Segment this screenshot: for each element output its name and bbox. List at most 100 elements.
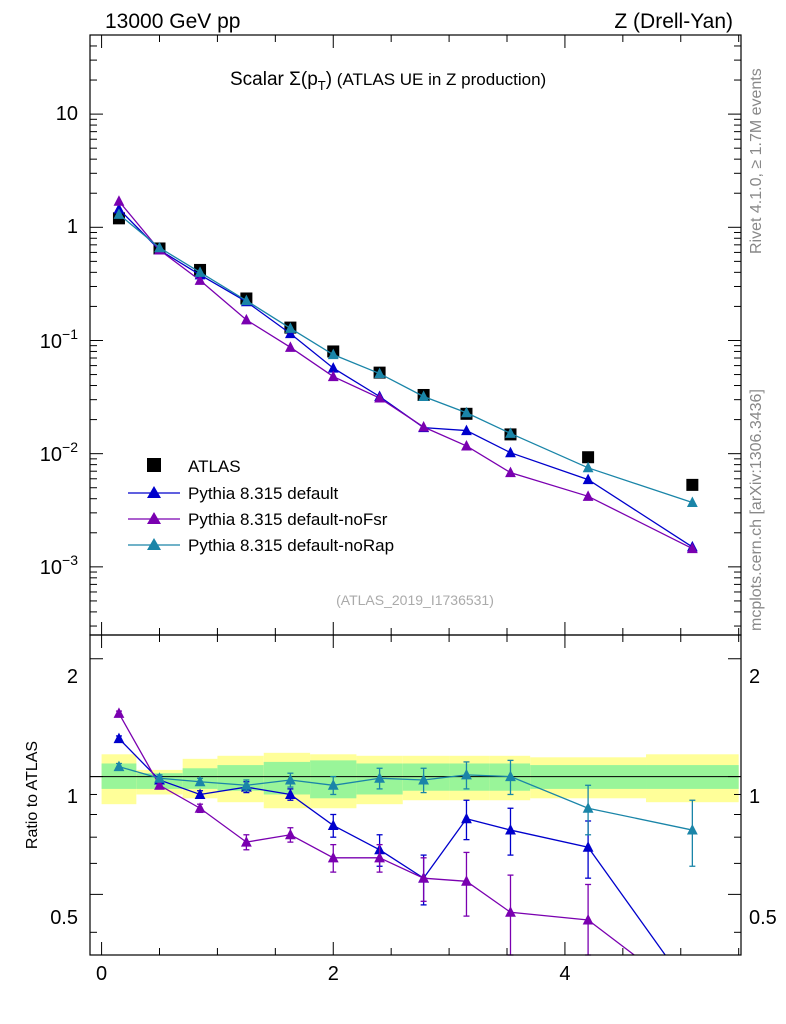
series-3-point: [418, 390, 430, 401]
series-2-ratio-point: [505, 906, 516, 917]
legend-marker-norap: [147, 538, 161, 550]
series-2-point: [113, 195, 125, 206]
legend-label-norap: Pythia 8.315 default-noRap: [188, 536, 394, 555]
chart-title-sigma: Σ(p: [289, 69, 318, 90]
series-1-ratio-point: [461, 812, 472, 824]
series-2-point: [240, 313, 252, 325]
series-3-ratio-point: [461, 768, 472, 780]
series-3-ratio-point: [686, 824, 698, 835]
series-2-ratio-point: [194, 802, 206, 813]
series-3-ratio-point: [284, 773, 296, 785]
xtick-label-0: 0: [96, 963, 107, 985]
legend: ATLAS Pythia 8.315 default Pythia 8.315 …: [128, 457, 394, 555]
series-2-point: [194, 274, 206, 285]
ratio-ytick-1-left: 1: [67, 786, 78, 808]
main-ytick-0.1-exp: −1: [62, 326, 78, 342]
series-3-point: [582, 461, 594, 473]
main-ytick-0.1-base: 10: [40, 331, 62, 353]
ratio-ylabel: Ratio to ATLAS: [24, 741, 41, 849]
series-1-ratio-line: [118, 738, 666, 956]
ratio-panel-frame: [89, 634, 742, 956]
legend-marker-atlas: [147, 458, 161, 472]
header-left-label: 13000 GeV pp: [105, 10, 240, 33]
series-3-ratio-point: [418, 773, 430, 785]
band-inner-3: [217, 765, 264, 791]
series-2-point: [461, 439, 472, 451]
analysis-id-label: (ATLAS_2019_I1736531): [336, 592, 494, 608]
series-3-ratio-point: [113, 760, 125, 772]
series-3-ratio-point: [194, 775, 206, 787]
main-ytick-0.01-base: 10: [40, 444, 62, 466]
series-2-ratio-point: [327, 851, 339, 863]
source-url-label: mcplots.cern.ch [arXiv:1306.3436]: [748, 389, 765, 631]
legend-marker-default: [147, 486, 161, 498]
chart-title-main: Scalar: [230, 69, 289, 90]
series-2-point: [284, 341, 296, 352]
series-0-point: [582, 451, 595, 464]
series-3-ratio-point: [327, 779, 339, 790]
chart-title: Scalar Σ(pT) (ATLAS UE in Z production): [230, 69, 546, 93]
series-2-point: [418, 421, 430, 432]
series-3-line: [118, 213, 693, 504]
series-1-point: [582, 473, 594, 485]
series-3-ratio-point: [374, 772, 385, 783]
series-3-point: [374, 367, 385, 379]
main-ytick-0.001-exp: −3: [62, 552, 78, 568]
series-1-ratio-point: [582, 841, 594, 852]
series-2-ratio-point: [113, 707, 125, 718]
ratio-ytick-1-right: 1: [749, 786, 760, 808]
xtick-label-4: 4: [559, 963, 570, 985]
series-1-ratio-point: [505, 824, 516, 835]
legend-label-nofsr: Pythia 8.315 default-noFsr: [188, 510, 388, 529]
series-2-ratio-point: [284, 828, 296, 840]
xtick-label-2: 2: [328, 963, 339, 985]
series-3-point: [154, 241, 165, 253]
main-ytick-1: 1: [67, 216, 78, 238]
series-0-point: [686, 478, 699, 491]
chart-title-close: ): [326, 69, 332, 90]
ratio-panel-series: [113, 707, 698, 956]
series-1-ratio-point: [113, 732, 125, 744]
series-3-point: [194, 266, 206, 277]
series-3-point: [686, 496, 698, 508]
series-2-ratio-point: [154, 779, 165, 790]
series-3-point: [113, 208, 125, 219]
series-1-ratio-point: [194, 788, 206, 799]
legend-label-default: Pythia 8.315 default: [188, 484, 339, 503]
series-3-ratio-point: [505, 770, 516, 782]
main-ytick-10: 10: [56, 103, 78, 125]
series-2-point: [686, 542, 698, 554]
series-3-point: [461, 406, 472, 418]
series-1-ratio-point: [284, 788, 296, 799]
main-panel-series: [112, 195, 699, 554]
header-right-label: Z (Drell-Yan): [614, 10, 733, 33]
ratio-ytick-2-right: 2: [749, 666, 760, 688]
series-3-point: [505, 427, 516, 438]
series-2-point: [374, 392, 385, 403]
series-1-point: [284, 327, 296, 339]
series-3-ratio-point: [154, 772, 165, 783]
axis-ticks: [90, 34, 741, 955]
series-2-ratio-point: [582, 914, 594, 925]
series-2-ratio-point: [240, 836, 252, 847]
chart-title-rest: (ATLAS UE in Z production): [332, 70, 546, 89]
series-2-ratio-point: [374, 851, 385, 863]
series-1-point: [113, 203, 125, 214]
series-2-ratio-point: [461, 875, 472, 886]
series-3-ratio-point: [240, 779, 252, 790]
series-3-point: [327, 348, 339, 360]
ratio-ytick-2-left: 2: [67, 666, 78, 688]
series-3-ratio-point: [582, 802, 594, 813]
series-1-point: [327, 362, 339, 373]
series-1-ratio-point: [327, 819, 339, 830]
main-ytick-0.1: 10−1: [40, 326, 78, 353]
series-2-ratio-point: [418, 872, 430, 883]
series-3-point: [240, 294, 252, 306]
legend-marker-nofsr: [147, 512, 161, 524]
main-ytick-0.001-base: 10: [40, 557, 62, 579]
series-2-ratio-line: [118, 713, 635, 956]
series-2-point: [582, 490, 594, 501]
series-3-ratio-line: [118, 766, 693, 831]
main-ytick-0.001: 10−3: [40, 552, 78, 579]
